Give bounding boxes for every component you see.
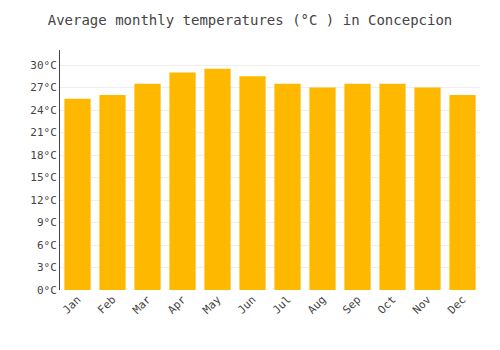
svg-text:0°C: 0°C — [37, 284, 57, 297]
svg-text:Jan: Jan — [60, 293, 83, 316]
svg-text:15°C: 15°C — [30, 171, 57, 184]
svg-text:3°C: 3°C — [37, 261, 57, 274]
svg-text:12°C: 12°C — [30, 194, 57, 207]
svg-text:6°C: 6°C — [37, 239, 57, 252]
svg-text:Mar: Mar — [130, 293, 154, 317]
svg-text:Sep: Sep — [340, 293, 363, 316]
svg-text:May: May — [200, 293, 224, 317]
svg-text:24°C: 24°C — [30, 104, 57, 117]
svg-text:Oct: Oct — [375, 293, 398, 316]
svg-text:Feb: Feb — [95, 293, 118, 316]
svg-text:30°C: 30°C — [30, 59, 57, 72]
svg-text:Aug: Aug — [305, 293, 328, 316]
svg-text:Jul: Jul — [270, 293, 293, 316]
svg-text:Apr: Apr — [165, 293, 189, 317]
svg-text:27°C: 27°C — [30, 81, 57, 94]
svg-text:Nov: Nov — [410, 293, 434, 317]
svg-text:21°C: 21°C — [30, 126, 57, 139]
svg-text:Dec: Dec — [445, 293, 468, 316]
svg-text:18°C: 18°C — [30, 149, 57, 162]
svg-text:9°C: 9°C — [37, 216, 57, 229]
svg-text:Jun: Jun — [235, 293, 258, 316]
svg-text:Average monthly temperatures (: Average monthly temperatures (°C ) in Co… — [48, 12, 453, 28]
